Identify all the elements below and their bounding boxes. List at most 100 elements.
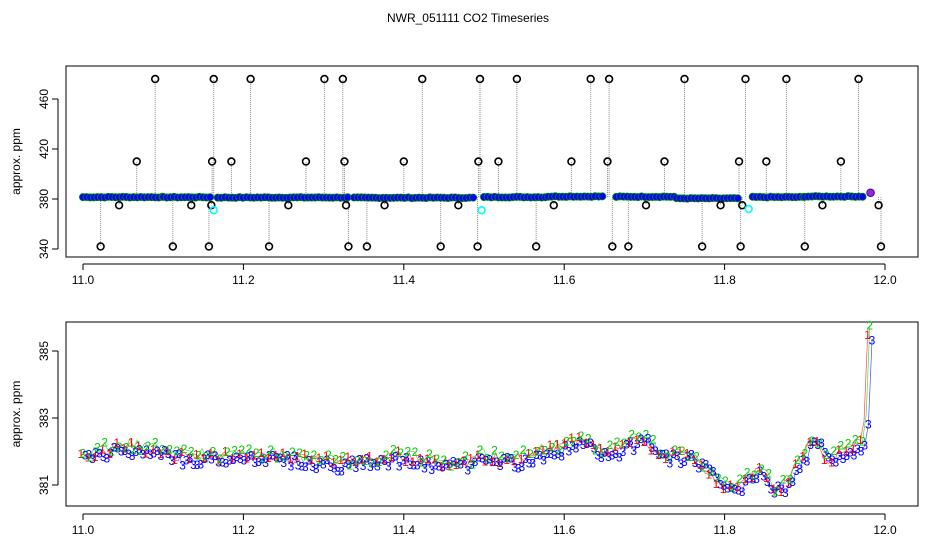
series-3-marker: 3	[731, 483, 738, 497]
series-2-marker: 2	[267, 443, 274, 457]
series-3-marker: 3	[865, 418, 872, 432]
bottom-scatter-plot: 1233123312331233123312331233123312331233…	[9, 318, 919, 537]
series-1-marker: 1	[373, 455, 380, 469]
series-3-marker: 3	[425, 455, 432, 469]
outlier-point	[697, 242, 707, 251]
series-3-marker: 3	[706, 462, 713, 476]
series-1-marker: 1	[337, 453, 344, 467]
y-tick-label: 381	[37, 475, 51, 495]
series-1-marker: 1	[626, 436, 633, 450]
series-3-marker: 3	[360, 459, 367, 473]
series-1-marker: 1	[612, 440, 619, 454]
series-3-marker: 3	[519, 460, 526, 474]
series-2-marker: 2	[80, 446, 87, 460]
series-3-marker: 3	[789, 475, 796, 489]
series-3-marker: 3	[479, 452, 486, 466]
series-2-marker: 2	[101, 436, 108, 450]
series-1-marker: 1	[806, 435, 813, 449]
series-2-marker: 2	[715, 471, 722, 485]
series-1-marker: 1	[106, 447, 113, 461]
series-2-marker: 2	[801, 446, 808, 460]
series-1-marker: 1	[691, 453, 698, 467]
series-3-marker: 3	[230, 453, 237, 467]
series-2-marker: 2	[195, 448, 202, 462]
series-3-marker: 3	[270, 448, 277, 462]
series-1-marker: 1	[402, 455, 409, 469]
series-3-marker: 3	[547, 447, 554, 461]
series-3-marker: 3	[804, 454, 811, 468]
series-2-marker: 2	[390, 442, 397, 456]
series-3-marker: 3	[609, 449, 616, 463]
series-3-marker: 3	[464, 464, 471, 478]
series-3-marker: 3	[551, 449, 558, 463]
bottom-plot-y-label: approx. ppm	[9, 381, 23, 448]
series-3-marker: 3	[584, 437, 591, 451]
series-3-marker: 3	[349, 453, 356, 467]
series-1-marker: 1	[756, 461, 763, 475]
baseline-point	[733, 194, 742, 203]
series-2-marker: 2	[130, 443, 137, 457]
series-3-marker: 3	[414, 458, 421, 472]
series-1-marker: 1	[496, 456, 503, 470]
series-1-marker: 1	[482, 454, 489, 468]
series-3-marker: 3	[107, 446, 114, 460]
bottom-plot-connecting-lines	[80, 325, 873, 495]
series-2-marker: 2	[145, 439, 152, 453]
outlier-point	[738, 201, 747, 210]
series-3-marker: 3	[825, 451, 832, 465]
series-1-marker: 1	[395, 444, 402, 458]
series-3-marker: 3	[533, 448, 540, 462]
series-3-marker: 3	[176, 447, 183, 461]
series-3-marker: 3	[306, 454, 313, 468]
series-1-marker: 1	[128, 436, 135, 450]
series-1-marker: 1	[186, 452, 193, 466]
series-3-marker: 3	[768, 482, 775, 496]
series-1-marker: 1	[179, 445, 186, 459]
series-3-marker: 3	[526, 456, 533, 470]
series-2-marker: 2	[152, 436, 159, 450]
series-2-marker: 2	[238, 443, 245, 457]
series-1-marker: 1	[778, 485, 785, 499]
series-3-marker: 3	[125, 447, 132, 461]
series-2-marker: 2	[765, 466, 772, 480]
series-3-marker: 3	[641, 435, 648, 449]
series-1-line	[80, 335, 868, 493]
highlight-point	[477, 206, 486, 215]
series-2-marker: 2	[845, 436, 852, 450]
series-3-marker: 3	[168, 454, 175, 468]
series-3-marker: 3	[212, 449, 219, 463]
outlier-point	[301, 157, 311, 166]
series-2-marker: 2	[816, 437, 823, 451]
series-2-marker: 2	[303, 448, 310, 462]
series-1-marker: 1	[792, 457, 799, 471]
series-3-marker: 3	[356, 453, 363, 467]
series-1-marker: 1	[662, 452, 669, 466]
series-3-marker: 3	[443, 458, 450, 472]
bottom-plot-x-axis: 11.0 11.2 11.4 11.6 11.8 12.0	[72, 513, 897, 537]
series-2-marker: 2	[311, 448, 318, 462]
series-1-marker: 1	[308, 453, 315, 467]
series-1-marker: 1	[648, 444, 655, 458]
series-3-marker: 3	[82, 448, 89, 462]
series-1-marker: 1	[583, 436, 590, 450]
series-2-marker: 2	[592, 443, 599, 457]
series-3-marker: 3	[183, 454, 190, 468]
series-1-marker: 1	[518, 452, 525, 466]
series-1-marker: 1	[713, 477, 720, 491]
outlier-point	[782, 74, 791, 84]
series-2-marker: 2	[173, 444, 180, 458]
series-1-marker: 1	[345, 450, 352, 464]
series-1-marker: 1	[835, 443, 842, 457]
series-2-marker: 2	[664, 450, 671, 464]
series-3-marker: 3	[457, 458, 464, 472]
series-3-marker: 3	[721, 479, 728, 493]
series-3-marker: 3	[280, 456, 287, 470]
series-2-marker: 2	[787, 473, 794, 487]
series-3-marker: 3	[688, 447, 695, 461]
series-2-marker: 2	[137, 444, 144, 458]
series-1-marker: 1	[193, 448, 200, 462]
outlier-point	[227, 157, 236, 166]
series-2-marker: 2	[376, 455, 383, 469]
series-2-marker: 2	[448, 460, 455, 474]
